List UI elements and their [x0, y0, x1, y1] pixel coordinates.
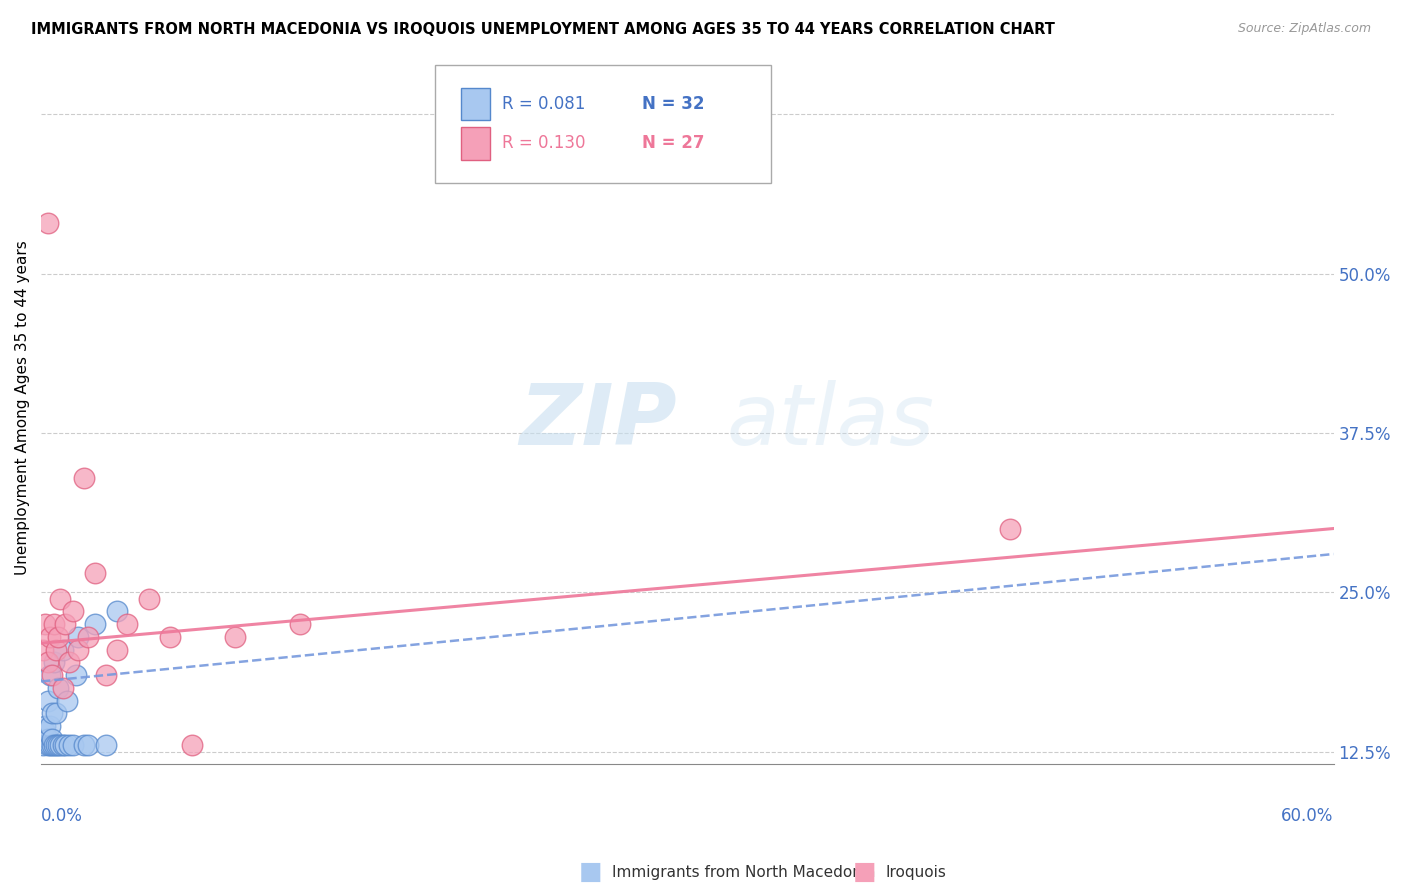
- Point: [77, 738, 100, 752]
- Point: [37, 693, 59, 707]
- Y-axis label: Unemployment Among Ages 35 to 44 years: Unemployment Among Ages 35 to 44 years: [15, 240, 30, 574]
- Point: [34, 617, 56, 632]
- Point: [37, 216, 59, 230]
- Point: [46, 681, 69, 695]
- Point: [73, 738, 96, 752]
- Point: [32, 642, 55, 657]
- Point: [94, 738, 117, 752]
- Text: N = 32: N = 32: [643, 95, 704, 113]
- Point: [58, 656, 80, 670]
- Text: 60.0%: 60.0%: [1281, 807, 1333, 825]
- Point: [94, 668, 117, 682]
- Point: [38, 668, 60, 682]
- Bar: [461, 88, 489, 120]
- Bar: [461, 128, 489, 160]
- Point: [159, 630, 181, 644]
- Point: [52, 738, 75, 752]
- Point: [45, 706, 67, 721]
- Point: [62, 738, 84, 752]
- Point: [41, 706, 63, 721]
- Point: [56, 693, 79, 707]
- Point: [84, 617, 107, 632]
- Point: [38, 630, 60, 644]
- Point: [58, 738, 80, 752]
- Text: R = 0.081: R = 0.081: [502, 95, 586, 113]
- Text: IMMIGRANTS FROM NORTH MACEDONIA VS IROQUOIS UNEMPLOYMENT AMONG AGES 35 TO 44 YEA: IMMIGRANTS FROM NORTH MACEDONIA VS IROQU…: [31, 22, 1054, 37]
- Point: [38, 738, 60, 752]
- Point: [42, 656, 65, 670]
- Point: [41, 668, 63, 682]
- Point: [77, 630, 100, 644]
- Point: [42, 738, 65, 752]
- Text: atlas: atlas: [725, 380, 934, 463]
- FancyBboxPatch shape: [436, 65, 772, 183]
- Point: [66, 642, 89, 657]
- Text: N = 27: N = 27: [643, 135, 704, 153]
- Point: [38, 719, 60, 733]
- Point: [37, 731, 59, 746]
- Point: [45, 642, 67, 657]
- Point: [65, 668, 87, 682]
- Point: [53, 617, 76, 632]
- Point: [180, 738, 202, 752]
- Point: [105, 642, 128, 657]
- Point: [49, 591, 72, 606]
- Text: ■: ■: [579, 861, 602, 884]
- Point: [84, 566, 107, 581]
- Point: [73, 470, 96, 484]
- Point: [117, 617, 139, 632]
- Point: [46, 738, 69, 752]
- Text: R = 0.130: R = 0.130: [502, 135, 586, 153]
- Point: [42, 617, 65, 632]
- Point: [34, 719, 56, 733]
- Point: [288, 617, 311, 632]
- Text: 0.0%: 0.0%: [41, 807, 83, 825]
- Point: [46, 630, 69, 644]
- Point: [224, 630, 246, 644]
- Text: Immigrants from North Macedonia: Immigrants from North Macedonia: [612, 865, 875, 880]
- Text: ZIP: ZIP: [519, 380, 676, 463]
- Point: [37, 656, 59, 670]
- Point: [52, 681, 75, 695]
- Point: [62, 604, 84, 618]
- Point: [1000, 522, 1022, 536]
- Point: [105, 604, 128, 618]
- Point: [138, 591, 160, 606]
- Point: [41, 731, 63, 746]
- Text: Source: ZipAtlas.com: Source: ZipAtlas.com: [1237, 22, 1371, 36]
- Point: [41, 738, 63, 752]
- Point: [52, 642, 75, 657]
- Point: [37, 738, 59, 752]
- Point: [49, 738, 72, 752]
- Text: Iroquois: Iroquois: [886, 865, 946, 880]
- Point: [34, 725, 56, 739]
- Point: [53, 738, 76, 752]
- Text: ■: ■: [853, 861, 876, 884]
- Point: [32, 738, 55, 752]
- Point: [66, 630, 89, 644]
- Point: [45, 738, 67, 752]
